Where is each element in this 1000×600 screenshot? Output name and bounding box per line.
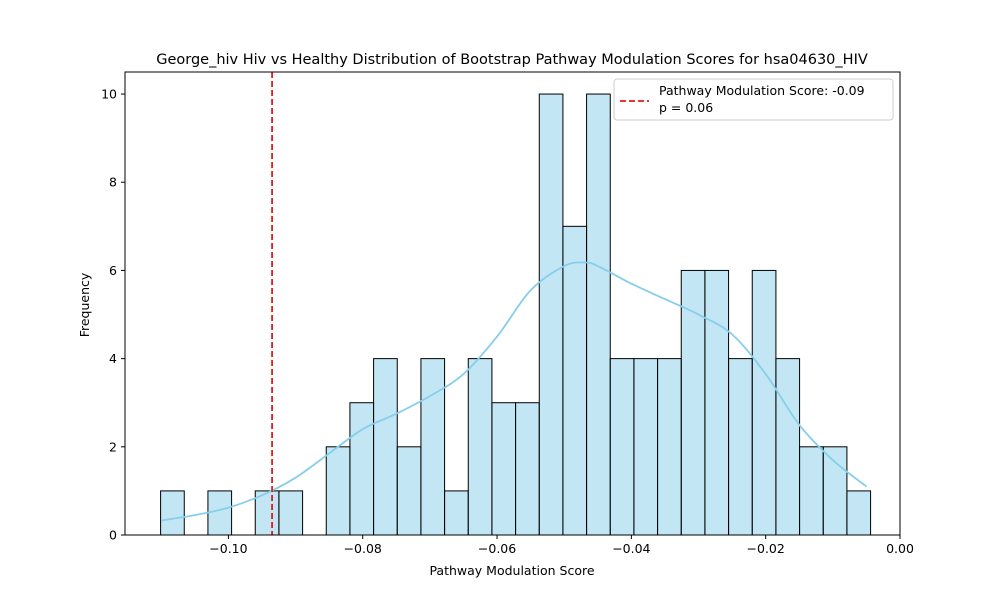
histogram-bar bbox=[396, 446, 422, 536]
histogram-bar bbox=[325, 446, 351, 536]
x-tick-label: −0.06 bbox=[478, 541, 516, 556]
y-tick-label: 10 bbox=[101, 87, 117, 102]
y-tick-label: 4 bbox=[109, 351, 117, 366]
chart-title: George_hiv Hiv vs Healthy Distribution o… bbox=[156, 52, 868, 68]
x-tick-label: 0.00 bbox=[886, 541, 914, 556]
histogram-bar bbox=[751, 269, 777, 536]
histogram-bar bbox=[609, 358, 635, 536]
histogram-bar bbox=[420, 358, 446, 536]
x-tick-label: −0.08 bbox=[344, 541, 382, 556]
histogram-bar bbox=[491, 402, 517, 536]
x-tick-label: −0.02 bbox=[747, 541, 785, 556]
plot-area-frame bbox=[124, 71, 901, 536]
x-tick-label: −0.10 bbox=[209, 541, 247, 556]
y-tick-label: 6 bbox=[109, 263, 117, 278]
legend: Pathway Modulation Score: -0.09 p = 0.06 bbox=[613, 78, 894, 121]
histogram-bar bbox=[633, 358, 659, 536]
x-axis-label: Pathway Modulation Score bbox=[429, 563, 594, 578]
x-axis: −0.10 −0.08 −0.06 −0.04 −0.02 0.00 bbox=[209, 535, 914, 556]
histogram-bar bbox=[586, 93, 611, 536]
histogram-bar bbox=[657, 358, 682, 536]
kde-curve bbox=[161, 261, 867, 522]
histogram-bar bbox=[799, 446, 824, 536]
histogram-bar bbox=[207, 490, 233, 536]
histogram-bar bbox=[822, 446, 848, 536]
histogram-bar bbox=[373, 358, 398, 536]
y-axis: 0 2 4 6 8 10 bbox=[101, 87, 125, 543]
y-tick-label: 8 bbox=[109, 175, 117, 190]
y-axis-label: Frequency bbox=[77, 272, 92, 337]
histogram-bar bbox=[444, 490, 469, 536]
histogram-bar bbox=[349, 402, 375, 536]
y-tick-label: 0 bbox=[109, 528, 117, 543]
x-tick-label: −0.04 bbox=[612, 541, 650, 556]
histogram-bar bbox=[160, 490, 185, 536]
legend-entry-p-value: p = 0.06 bbox=[659, 100, 713, 115]
legend-box bbox=[613, 78, 894, 121]
histogram-bar bbox=[278, 490, 304, 536]
legend-entry-label: Pathway Modulation Score: -0.09 bbox=[659, 83, 865, 98]
histogram-bar bbox=[562, 225, 588, 536]
y-tick-label: 2 bbox=[109, 439, 117, 454]
histogram-bars bbox=[160, 93, 872, 536]
histogram-bar bbox=[538, 93, 564, 536]
histogram-bar bbox=[467, 358, 493, 536]
histogram-bar bbox=[728, 358, 753, 536]
histogram-bar bbox=[704, 269, 730, 536]
histogram-bar bbox=[515, 402, 540, 536]
histogram-bar bbox=[846, 490, 872, 536]
histogram-bar bbox=[775, 358, 801, 536]
histogram-bar bbox=[680, 269, 706, 536]
